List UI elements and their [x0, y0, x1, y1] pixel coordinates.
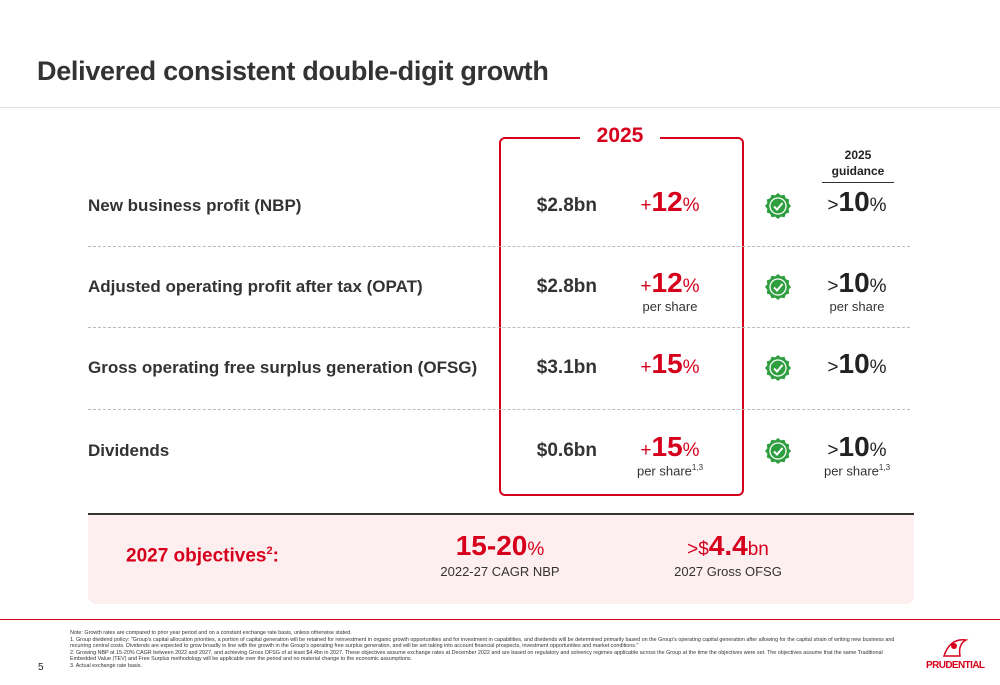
unit: % [682, 357, 700, 378]
footnote: 3. Actual exchange rate basis. [70, 662, 142, 669]
guidance: >10% per share1,3 [792, 433, 922, 479]
unit: % [682, 276, 700, 297]
logo: PRUDENTIAL [926, 660, 985, 671]
footnote: Note: Growth rates are compared to prior… [70, 630, 352, 636]
page-number: 5 [38, 662, 44, 673]
note: per share1,3 [792, 463, 922, 479]
check-icon [765, 274, 791, 300]
footnotes: Note: Growth rates are compared to prior… [70, 630, 900, 670]
objective-caption: 2022-27 CAGR NBP [440, 564, 560, 579]
unit: % [869, 357, 887, 378]
sign: + [640, 440, 652, 461]
guidance-label: guidance [831, 164, 885, 178]
unit: % [682, 440, 700, 461]
guidance: >10% per share [792, 269, 922, 314]
objective: >$4.4bn 2027 Gross OFSG [618, 532, 838, 580]
row-divider [88, 326, 910, 328]
growth: +15% [605, 350, 735, 378]
objective-main: >$4.4bn [618, 532, 838, 560]
footnote: 1. Group dividend policy: "Group's capit… [70, 636, 895, 650]
objective-prefix: >$ [687, 539, 709, 560]
number: 10 [838, 267, 870, 298]
slide-title: Delivered consistent double-digit growth [37, 56, 549, 86]
objective-caption: 2027 Gross OFSG [674, 564, 782, 579]
sign: + [640, 195, 652, 216]
sign: > [827, 440, 839, 461]
guidance-main: >10% [792, 188, 922, 216]
row-label: Dividends [88, 441, 170, 460]
guidance-main: >10% [792, 433, 922, 461]
sign: + [640, 276, 652, 297]
objective-unit: % [527, 539, 545, 560]
number: 12 [651, 186, 683, 217]
objectives-sup: 2 [266, 545, 273, 557]
objective-number: 4.4 [708, 530, 748, 561]
row-label: New business profit (NBP) [88, 196, 302, 215]
year-label: 2025 [580, 124, 660, 148]
row-divider [88, 245, 910, 247]
growth-main: +12% [605, 269, 735, 297]
logo-mark [942, 639, 969, 657]
guidance-main: >10% [792, 350, 922, 378]
number: 12 [651, 267, 683, 298]
guidance-year: 2025 [844, 148, 872, 162]
objective-main: 15-20% [390, 532, 610, 560]
note-text: per share [829, 299, 885, 314]
row-value: $2.8bn [536, 276, 597, 297]
check-icon [765, 438, 791, 464]
guidance: >10% [792, 188, 922, 216]
check-icon [765, 355, 791, 381]
number: 10 [838, 431, 870, 462]
unit: % [869, 440, 887, 461]
row-value: $0.6bn [536, 440, 597, 461]
growth: +12% [605, 188, 735, 216]
footnote: 2. Growing NBP at 15-20% CAGR between 20… [70, 649, 883, 663]
note-sup: 1,3 [878, 463, 891, 472]
objective: 15-20% 2022-27 CAGR NBP [390, 532, 610, 580]
note-text: per share [642, 299, 698, 314]
unit: % [869, 276, 887, 297]
sign: > [827, 357, 839, 378]
number: 10 [838, 186, 870, 217]
guidance-header: 2025 guidance [822, 147, 894, 183]
note: per share [605, 300, 735, 313]
guidance-main: >10% [792, 269, 922, 297]
objectives-label: 2027 objectives2: [126, 545, 279, 567]
number: 15 [651, 348, 683, 379]
objective-unit: bn [747, 539, 769, 560]
unit: % [682, 195, 700, 216]
note: per share [792, 300, 922, 313]
guidance: >10% [792, 350, 922, 378]
note-text: per share [823, 463, 879, 479]
row-value: $2.8bn [536, 195, 597, 216]
number: 15 [651, 431, 683, 462]
note-sup: 1,3 [691, 463, 704, 472]
title-rule [0, 107, 1000, 108]
growth: +12% per share [605, 269, 735, 314]
sign: > [827, 276, 839, 297]
objectives-box [88, 513, 914, 604]
growth-main: +15% [605, 350, 735, 378]
objectives-text: 2027 objectives [126, 545, 267, 567]
objectives-tail: : [272, 545, 279, 567]
check-icon [765, 193, 791, 219]
note-text: per share [636, 463, 692, 479]
unit: % [869, 195, 887, 216]
footer-rule [0, 619, 1000, 620]
row-value: $3.1bn [536, 357, 597, 378]
growth-main: +12% [605, 188, 735, 216]
note: per share1,3 [605, 463, 735, 479]
row-divider [88, 408, 910, 410]
row-label: Gross operating free surplus generation … [88, 358, 478, 377]
growth-main: +15% [605, 433, 735, 461]
row-label: Adjusted operating profit after tax (OPA… [88, 277, 423, 296]
sign: > [827, 195, 839, 216]
sign: + [640, 357, 652, 378]
objective-number: 15-20 [455, 530, 528, 561]
growth: +15% per share1,3 [605, 433, 735, 479]
number: 10 [838, 348, 870, 379]
